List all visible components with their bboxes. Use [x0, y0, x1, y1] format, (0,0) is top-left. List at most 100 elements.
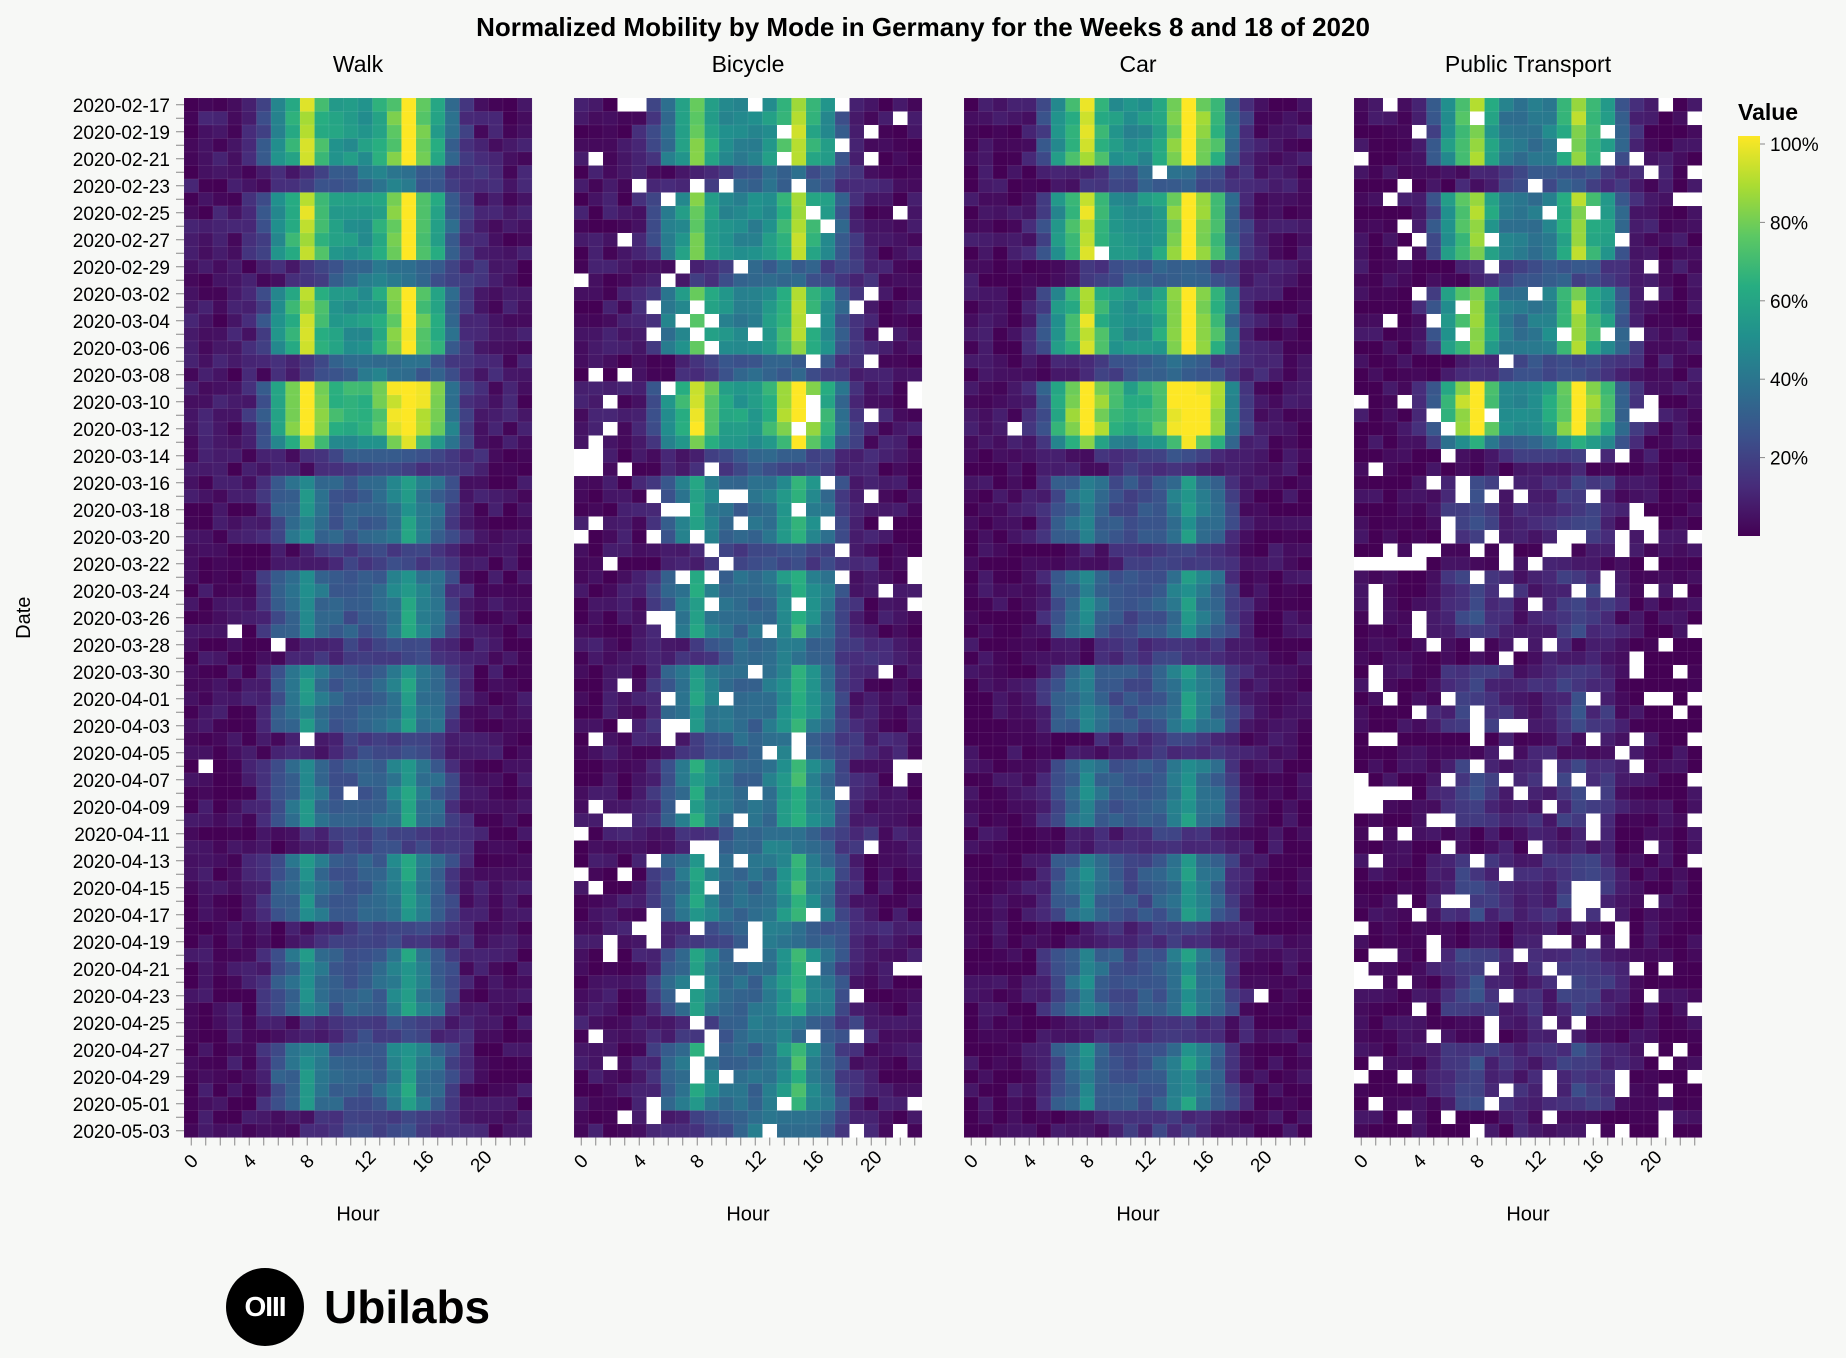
heatmap-cell: [314, 732, 330, 747]
heatmap-cell: [617, 826, 633, 841]
heatmap-cell: [893, 1124, 908, 1138]
heatmap-cell: [805, 570, 821, 585]
heatmap-cell: [762, 799, 778, 814]
heatmap-cell: [762, 610, 778, 625]
heatmap-cell: [892, 286, 908, 301]
heatmap-cell: [892, 435, 908, 450]
heatmap-cell: [401, 1015, 417, 1030]
heatmap-cell: [978, 165, 994, 180]
heatmap-cell: [863, 880, 879, 895]
heatmap-cell: [1007, 610, 1023, 625]
heatmap-cell: [357, 691, 373, 706]
heatmap-cell: [834, 340, 850, 355]
heatmap-cell: [270, 691, 286, 706]
heatmap-cell: [473, 475, 489, 490]
heatmap-cell: [617, 1123, 633, 1138]
heatmap-cell: [183, 975, 199, 990]
heatmap-cell: [183, 421, 199, 436]
heatmap-cell: [863, 543, 879, 558]
heatmap-cell: [212, 165, 228, 180]
heatmap-cell: [1210, 232, 1226, 247]
heatmap-cell: [212, 286, 228, 301]
heatmap-cell: [401, 138, 417, 153]
heatmap-cell: [430, 961, 446, 976]
heatmap-cell: [473, 300, 489, 315]
heatmap-cell: [747, 151, 763, 166]
heatmap-cell: [517, 759, 533, 774]
heatmap-cell: [588, 286, 604, 301]
heatmap-cell: [978, 543, 994, 558]
heatmap-cell: [241, 408, 257, 423]
heatmap-cell: [1007, 340, 1023, 355]
heatmap-cell: [748, 935, 763, 949]
heatmap-cell: [256, 421, 272, 436]
heatmap-cell: [820, 178, 836, 193]
heatmap-cell: [689, 678, 705, 693]
heatmap-cell: [357, 232, 373, 247]
heatmap-cell: [992, 111, 1008, 126]
heatmap-cell: [1239, 772, 1255, 787]
heatmap-cell: [776, 772, 792, 787]
heatmap-cell: [573, 948, 589, 963]
heatmap-cell: [183, 651, 199, 666]
heatmap-cell: [776, 894, 792, 909]
heatmap-cell: [517, 205, 533, 220]
heatmap-cell: [183, 826, 199, 841]
heatmap-cell: [863, 448, 879, 463]
heatmap-cell: [285, 651, 301, 666]
heatmap-cell: [1050, 286, 1066, 301]
heatmap-cell: [776, 259, 792, 274]
heatmap-cell: [517, 529, 533, 544]
heatmap-cell: [314, 718, 330, 733]
heatmap-cell: [1239, 448, 1255, 463]
heatmap-cell: [617, 705, 633, 720]
heatmap-cell: [805, 529, 821, 544]
heatmap-cell: [1108, 556, 1124, 571]
heatmap-cell: [1065, 435, 1081, 450]
heatmap-cell: [1239, 610, 1255, 625]
heatmap-cell: [241, 394, 257, 409]
heatmap-cell: [602, 448, 618, 463]
heatmap-cell: [992, 475, 1008, 490]
heatmap-cell: [689, 988, 705, 1003]
heatmap-cell: [849, 1124, 865, 1138]
heatmap-cell: [864, 287, 879, 301]
heatmap-cell: [675, 165, 691, 180]
heatmap-cell: [849, 921, 865, 936]
heatmap-cell: [704, 300, 720, 315]
heatmap-cell: [473, 138, 489, 153]
heatmap-cell: [878, 934, 894, 949]
heatmap-cell: [907, 205, 923, 220]
heatmap-cell: [299, 718, 315, 733]
heatmap-cell: [863, 759, 879, 774]
heatmap-cell: [401, 988, 417, 1003]
heatmap-cell: [1007, 448, 1023, 463]
heatmap-cell: [328, 502, 344, 517]
heatmap-cell: [1036, 327, 1052, 342]
heatmap-cell: [1137, 597, 1153, 612]
panel-1: [573, 97, 923, 1138]
heatmap-cell: [1195, 259, 1211, 274]
heatmap-cell: [892, 597, 908, 612]
heatmap-cell: [1094, 475, 1110, 490]
heatmap-cell: [1036, 435, 1052, 450]
heatmap-cell: [1195, 435, 1211, 450]
heatmap-cell: [791, 273, 807, 288]
heatmap-cell: [212, 502, 228, 517]
heatmap-cell: [430, 556, 446, 571]
heatmap-cell: [1239, 502, 1255, 517]
heatmap-cell: [517, 259, 533, 274]
heatmap-cell: [227, 165, 243, 180]
heatmap-cell: [1094, 246, 1110, 261]
heatmap-cell: [386, 205, 402, 220]
heatmap-cell: [791, 597, 807, 612]
heatmap-cell: [660, 1042, 676, 1057]
heatmap-cell: [444, 543, 460, 558]
heatmap-cell: [517, 880, 533, 895]
heatmap-cell: [617, 732, 633, 747]
heatmap-cell: [1282, 489, 1298, 504]
heatmap-cell: [602, 867, 618, 882]
heatmap-cell: [1137, 664, 1153, 679]
heatmap-cell: [820, 556, 836, 571]
heatmap-cell: [459, 934, 475, 949]
